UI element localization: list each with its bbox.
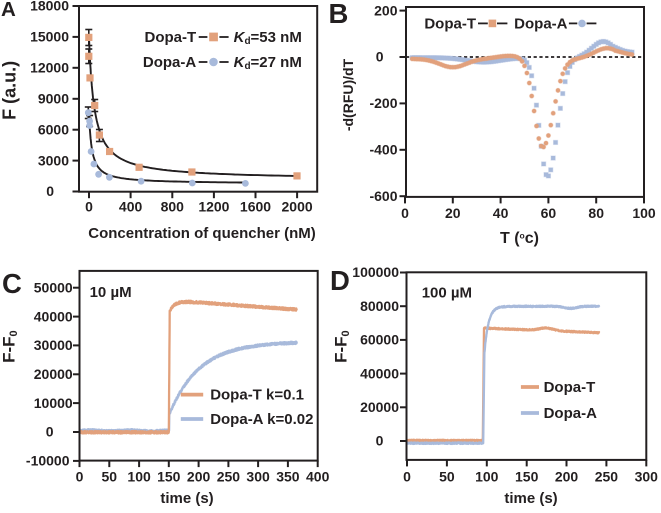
svg-text:T (oc): T (oc) [500,230,539,247]
svg-text:12000: 12000 [30,60,69,76]
svg-text:20: 20 [445,205,461,221]
svg-text:40: 40 [493,205,509,221]
svg-text:100000: 100000 [352,264,399,280]
svg-text:-400: -400 [369,142,397,158]
svg-text:400: 400 [306,469,330,485]
svg-text:100: 100 [475,469,499,485]
svg-text:-200: -200 [369,95,397,111]
svg-text:C: C [2,268,22,299]
svg-text:0: 0 [376,433,384,449]
svg-text:0: 0 [85,199,93,215]
svg-text:400: 400 [119,199,143,215]
svg-text:200: 200 [374,2,398,18]
svg-text:6000: 6000 [38,121,69,137]
svg-text:30000: 30000 [34,337,73,353]
svg-text:80000: 80000 [360,298,399,314]
svg-text:2000: 2000 [282,199,313,215]
svg-text:D: D [330,265,350,296]
svg-text:Dopa-T k=0.1: Dopa-T k=0.1 [210,387,304,404]
svg-text:40000: 40000 [34,308,73,324]
svg-text:Kd=27 nM: Kd=27 nM [234,54,302,72]
svg-text:100: 100 [632,205,656,221]
svg-text:800: 800 [161,199,185,215]
svg-text:0: 0 [403,469,411,485]
svg-text:time (s): time (s) [160,490,213,507]
svg-text:Dopa-A: Dopa-A [544,405,597,422]
svg-text:Kd=53 nM: Kd=53 nM [234,29,302,47]
svg-text:A: A [1,0,16,21]
svg-text:50: 50 [102,469,118,485]
svg-text:60: 60 [541,205,557,221]
svg-text:150: 150 [157,469,181,485]
svg-text:0: 0 [46,424,54,440]
svg-text:80: 80 [588,205,604,221]
svg-text:-10000: -10000 [26,453,70,469]
svg-text:10 µM: 10 µM [90,284,132,301]
svg-text:350: 350 [276,469,300,485]
svg-text:10000: 10000 [34,395,73,411]
svg-text:60000: 60000 [360,332,399,348]
svg-text:F (a.u.): F (a.u.) [0,61,20,120]
svg-text:Dopa-T: Dopa-T [145,29,197,46]
svg-text:0: 0 [76,469,84,485]
svg-text:100 µM: 100 µM [422,285,472,302]
svg-text:Dopa-A: Dopa-A [514,15,567,32]
svg-text:Dopa-T: Dopa-T [424,15,476,32]
svg-text:Dopa-A: Dopa-A [143,54,196,71]
svg-text:B: B [329,0,349,29]
svg-text:Concentration of quencher (nM): Concentration of quencher (nM) [88,225,316,242]
svg-text:0: 0 [376,49,384,65]
svg-text:-d(RFU)/dT: -d(RFU)/dT [340,58,356,131]
svg-text:20000: 20000 [360,399,399,415]
svg-text:F-F0: F-F0 [332,330,353,363]
svg-text:250: 250 [217,469,241,485]
svg-text:1600: 1600 [240,199,271,215]
svg-text:200: 200 [187,469,211,485]
svg-text:200: 200 [555,469,579,485]
svg-text:Dopa-T: Dopa-T [544,379,596,396]
svg-text:3000: 3000 [38,152,69,168]
svg-text:9000: 9000 [38,91,69,107]
svg-text:150: 150 [515,469,539,485]
svg-text:15000: 15000 [30,29,69,45]
svg-text:time (s): time (s) [504,490,557,507]
svg-text:0: 0 [46,183,54,199]
svg-text:-600: -600 [369,188,397,204]
svg-text:300: 300 [635,469,659,485]
svg-text:18000: 18000 [30,0,69,14]
svg-text:250: 250 [595,469,619,485]
svg-text:F-F0: F-F0 [0,330,20,363]
svg-text:300: 300 [246,469,270,485]
svg-text:Dopa-A k=0.02: Dopa-A k=0.02 [210,411,313,428]
svg-text:1200: 1200 [198,199,229,215]
svg-text:100: 100 [127,469,151,485]
svg-text:50: 50 [439,469,455,485]
svg-text:50000: 50000 [34,279,73,295]
svg-text:20000: 20000 [34,366,73,382]
svg-text:40000: 40000 [360,365,399,381]
svg-text:0: 0 [401,205,409,221]
